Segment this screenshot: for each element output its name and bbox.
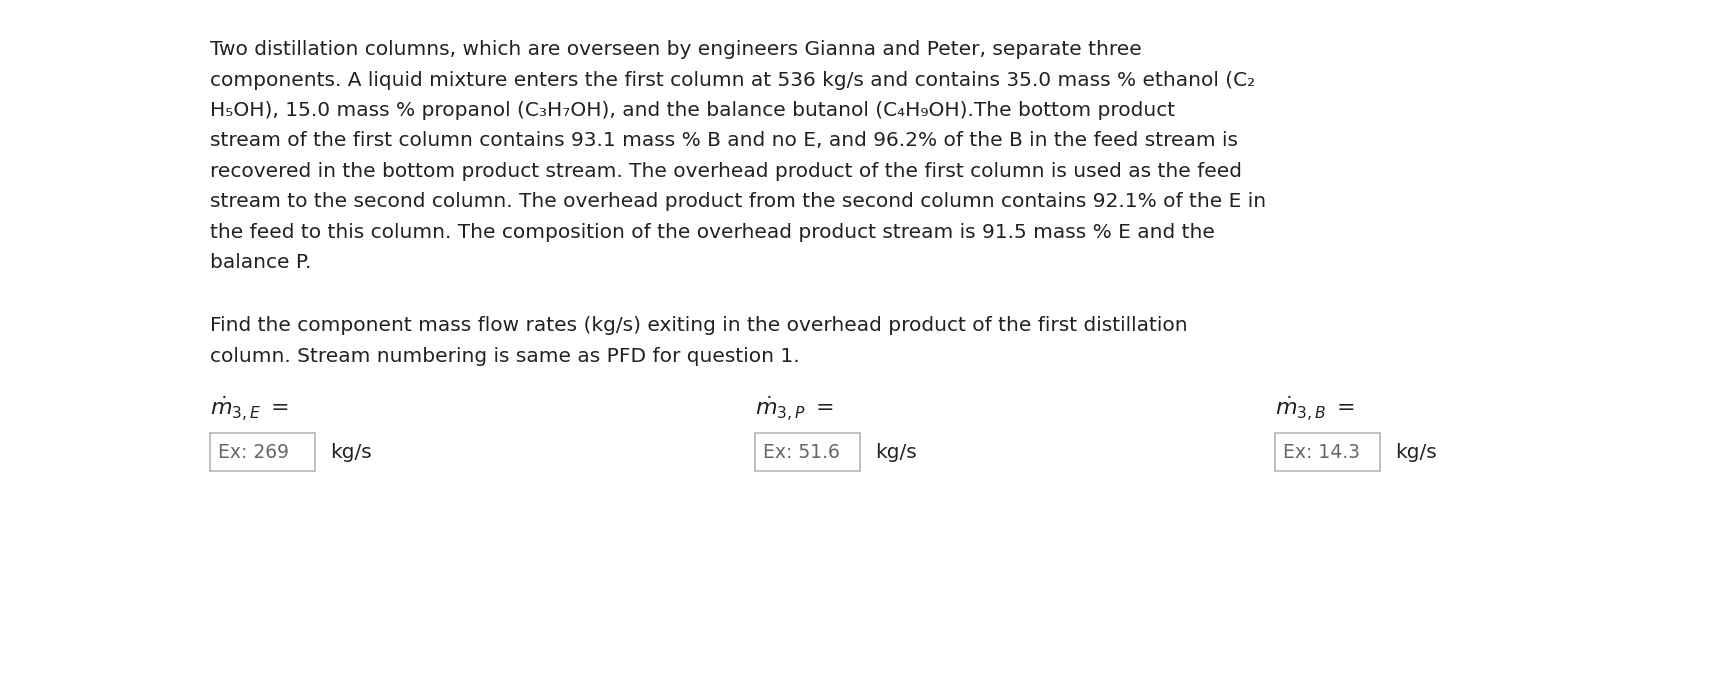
Text: H₅OH), 15.0 mass % propanol (C₃H₇OH), and the balance butanol (C₄H₉OH).The botto: H₅OH), 15.0 mass % propanol (C₃H₇OH), an… [209,101,1175,120]
Text: $\dot{m}_{3,P}\;=$: $\dot{m}_{3,P}\;=$ [754,395,832,424]
Text: stream to the second column. The overhead product from the second column contain: stream to the second column. The overhea… [209,193,1265,212]
Text: balance P.: balance P. [209,253,311,272]
Text: recovered in the bottom product stream. The overhead product of the first column: recovered in the bottom product stream. … [209,162,1242,181]
Text: Find the component mass flow rates (kg/s) exiting in the overhead product of the: Find the component mass flow rates (kg/s… [209,316,1187,335]
Text: column. Stream numbering is same as PFD for question 1.: column. Stream numbering is same as PFD … [209,346,799,365]
FancyBboxPatch shape [1275,433,1379,471]
Text: Two distillation columns, which are overseen by engineers Gianna and Peter, sepa: Two distillation columns, which are over… [209,40,1142,59]
Text: Ex: 269: Ex: 269 [218,443,289,462]
FancyBboxPatch shape [209,433,315,471]
Text: $\dot{m}_{3,B}\;=$: $\dot{m}_{3,B}\;=$ [1275,395,1355,424]
Text: Ex: 51.6: Ex: 51.6 [763,443,839,462]
Text: Ex: 14.3: Ex: 14.3 [1282,443,1360,462]
Text: components. A liquid mixture enters the first column at 536 kg/s and contains 35: components. A liquid mixture enters the … [209,71,1254,90]
Text: kg/s: kg/s [330,443,372,462]
Text: the feed to this column. The composition of the overhead product stream is 91.5 : the feed to this column. The composition… [209,223,1214,242]
Text: kg/s: kg/s [1394,443,1436,462]
Text: stream of the first column contains 93.1 mass % B and no E, and 96.2% of the B i: stream of the first column contains 93.1… [209,131,1237,150]
Text: kg/s: kg/s [874,443,917,462]
Text: $\dot{m}_{3,E}\;=$: $\dot{m}_{3,E}\;=$ [209,395,289,424]
FancyBboxPatch shape [754,433,860,471]
